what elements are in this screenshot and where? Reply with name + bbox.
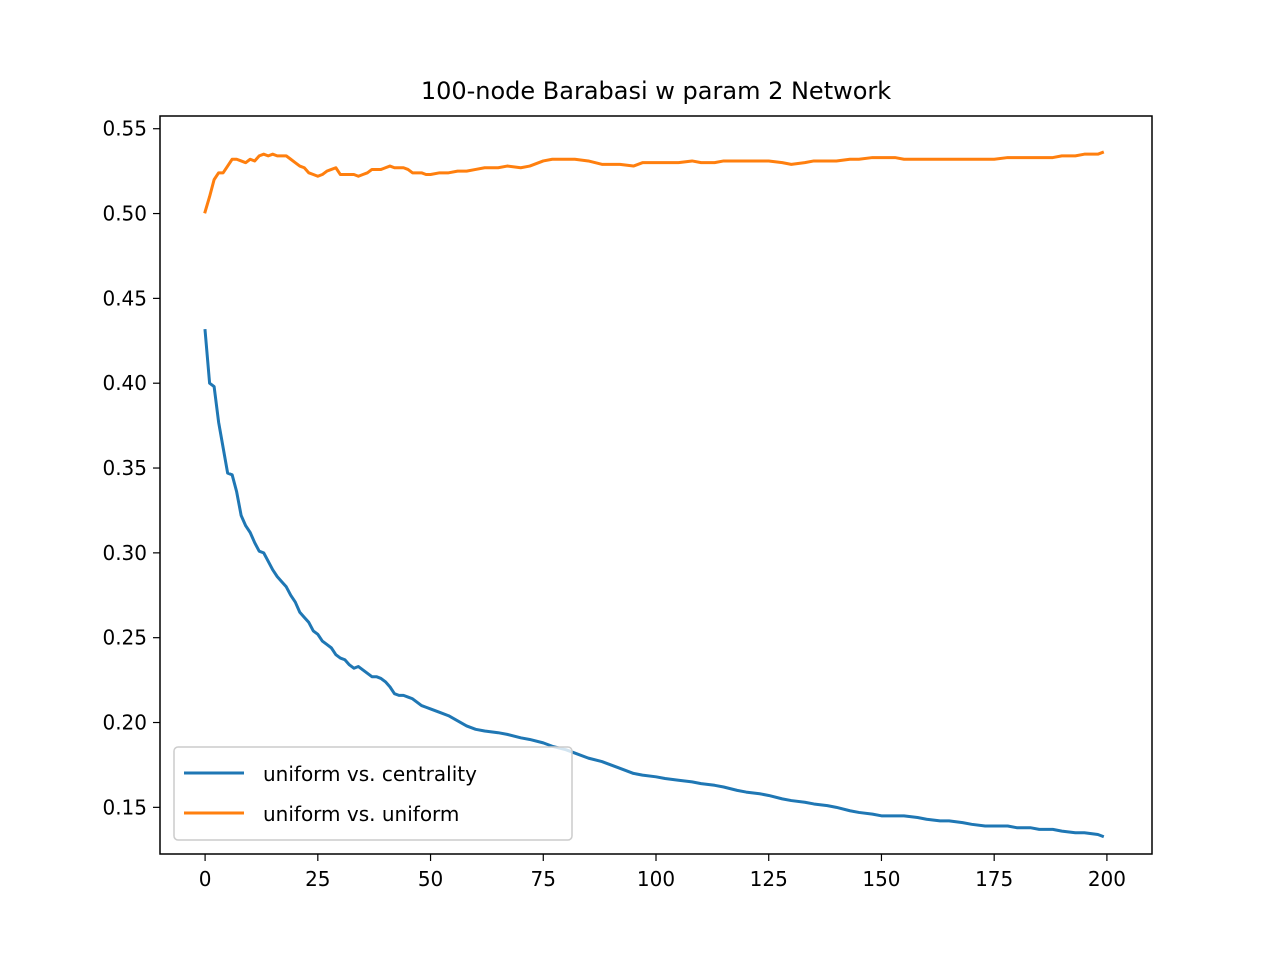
legend-frame (173, 746, 573, 841)
x-tick-label: 75 (531, 867, 556, 891)
y-tick-label: 0.15 (102, 795, 147, 819)
x-tick-label: 175 (975, 867, 1013, 891)
x-tick-label: 150 (862, 867, 900, 891)
x-tick-label: 50 (418, 867, 443, 891)
y-tick-label: 0.35 (102, 456, 147, 480)
legend-label-uniform: uniform vs. uniform (263, 802, 459, 826)
y-tick-label: 0.20 (102, 711, 147, 735)
x-tick-label: 0 (199, 867, 212, 891)
y-tick-label: 0.25 (102, 626, 147, 650)
axes-frame (159, 115, 1153, 855)
x-axis: 0 25 50 75 100 125 150 175 200 (199, 854, 1126, 891)
y-tick-label: 0.40 (102, 371, 147, 395)
series-line-uniform-vs-uniform (203, 150, 1105, 214)
y-tick-label: 0.55 (102, 117, 147, 141)
x-tick-label: 100 (637, 867, 675, 891)
y-axis: 0.15 0.20 0.25 0.30 0.35 0.40 0.45 0.50 0.55 (102, 117, 160, 819)
chart-title: 100-node Barabasi w param 2 Network (421, 77, 891, 105)
legend: uniform vs. centrality uniform vs. unifo… (173, 746, 573, 841)
series-group (203, 150, 1105, 839)
y-tick-label: 0.50 (102, 202, 147, 226)
y-tick-label: 0.30 (102, 541, 147, 565)
legend-label-centrality: uniform vs. centrality (263, 762, 477, 786)
x-tick-label: 200 (1088, 867, 1126, 891)
y-tick-label: 0.45 (102, 286, 147, 310)
series-line-uniform-vs-centrality (203, 328, 1105, 839)
x-tick-label: 125 (750, 867, 788, 891)
x-tick-label: 25 (305, 867, 330, 891)
